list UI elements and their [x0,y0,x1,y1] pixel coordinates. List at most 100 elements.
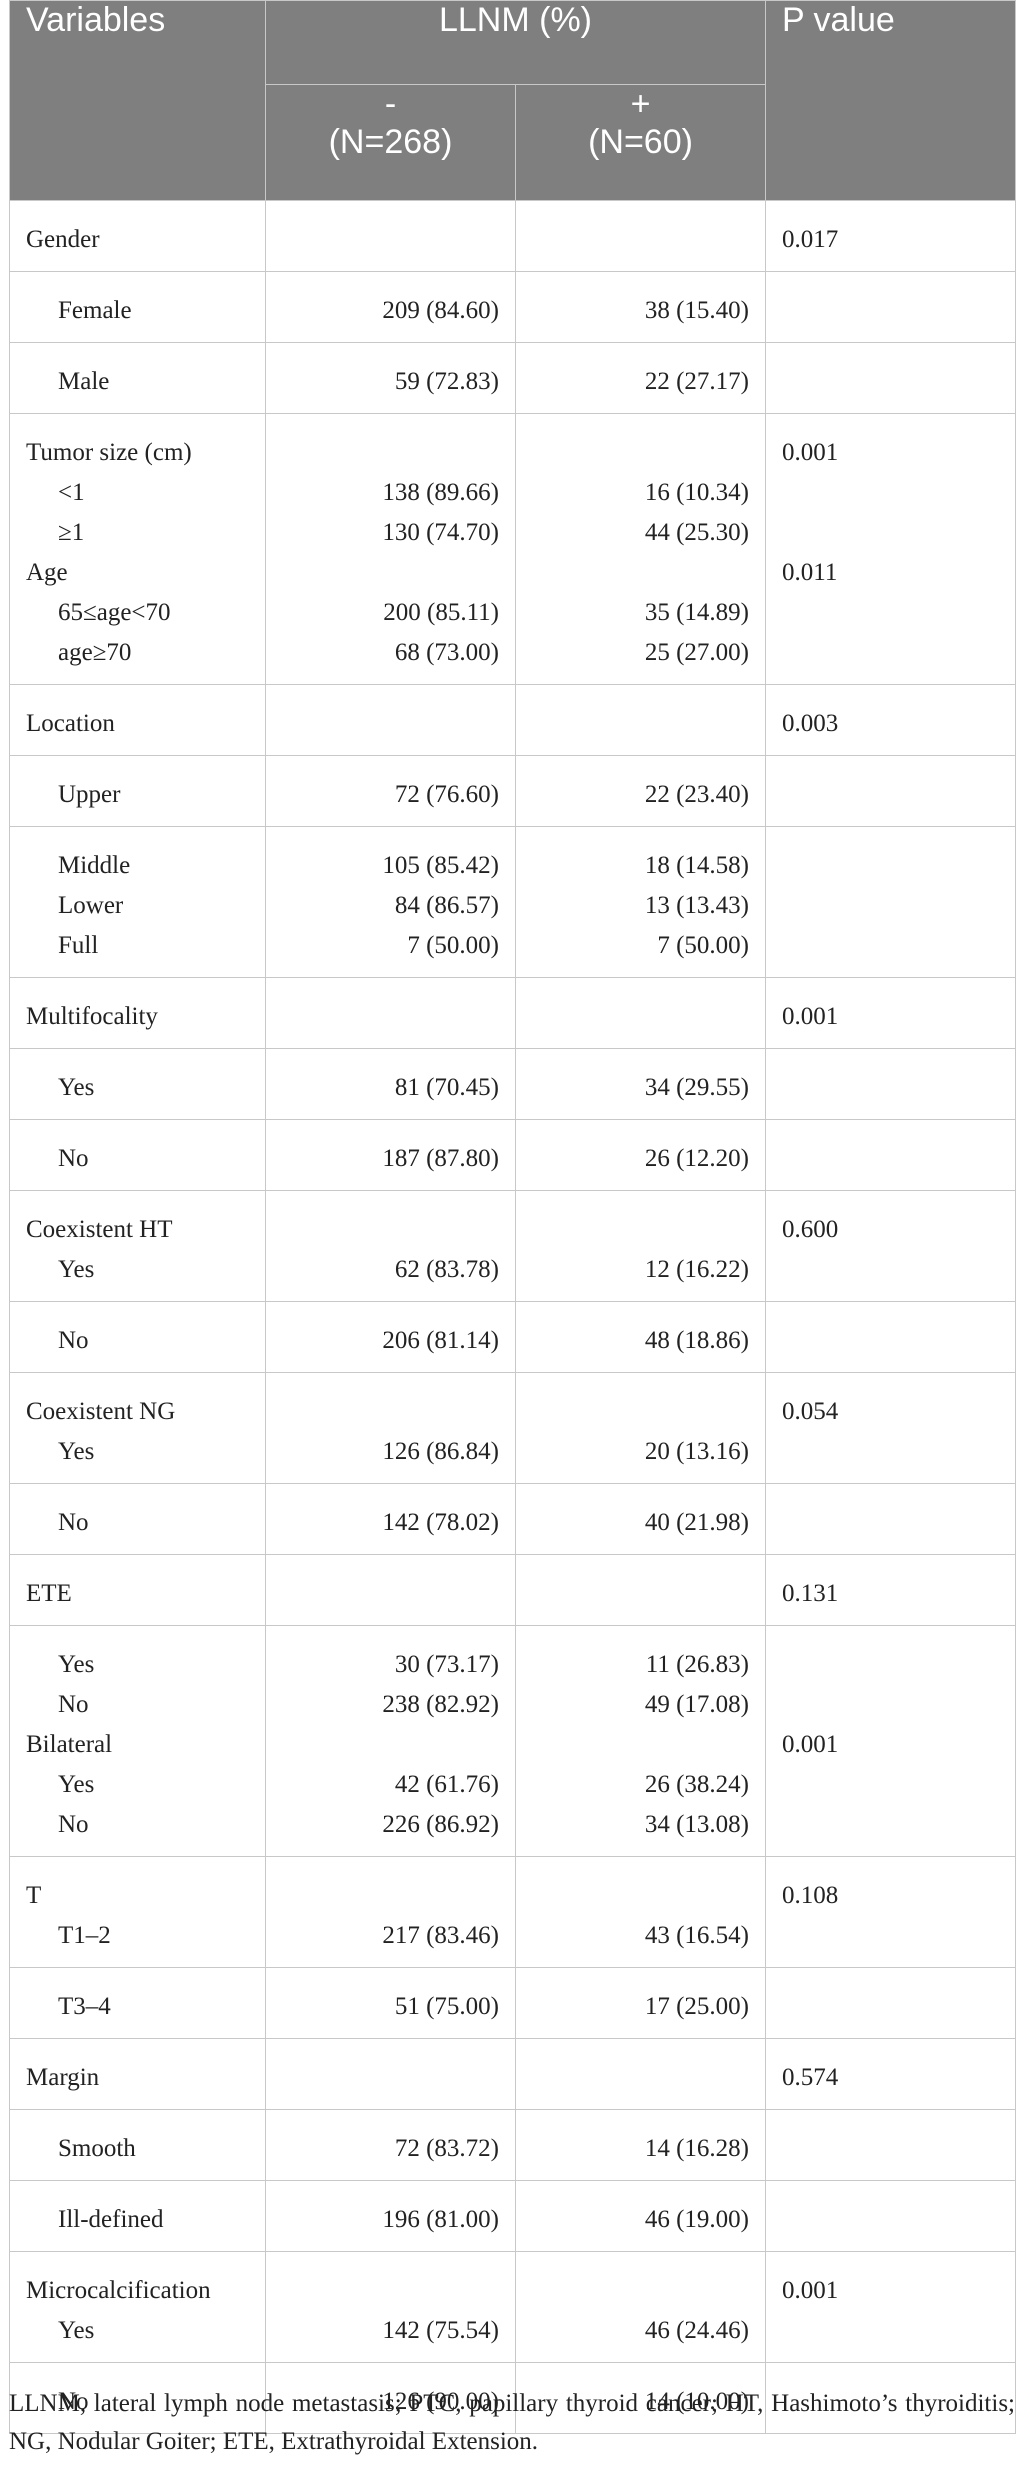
table-row: T3–4 51 (75.00) 17 (25.00) [9,1967,1016,2039]
llnm-negative-cell [265,200,516,272]
variable-cell: T T1–2 [9,1856,266,1968]
p-value-cell [765,826,1016,978]
variable-cell: Yes [9,1048,266,1120]
p-value: 0.108 [782,1882,839,1909]
table-row: Gender 0.017 [9,200,1016,272]
count-value: 206 (81.14) [382,1327,499,1354]
variable-label: Microcalcification [26,2277,211,2304]
table-row: Male 59 (72.83) 22 (27.17) [9,342,1016,414]
p-value [782,1321,999,1361]
p-value-cell [765,1967,1016,2039]
variable-cell: Tumor size (cm) <1 ≥1 Age 65≤age<70 age≥70 [9,413,266,685]
p-value-cell: 0.017 [765,200,1016,272]
llnm-positive-cell: 43 (16.54) [515,1856,766,1968]
variable-label: Multifocality [26,1003,158,1030]
p-value [782,2311,999,2351]
variable-label: Yes [58,1651,95,1678]
count-value: 43 (16.54) [644,1922,749,1949]
count-value [532,1876,749,1916]
p-value [782,1805,999,1845]
table-row: Tumor size (cm) <1 ≥1 Age 65≤age<70 age≥70 138… [9,413,1016,685]
p-value [782,1765,999,1805]
variable-label: Margin [26,2064,100,2091]
p-value [782,886,999,926]
p-value-cell: 0.001 [765,1625,1016,1857]
variable-label: Yes [58,1438,95,1465]
count-value: 46 (24.46) [644,2317,749,2344]
variable-cell: No [9,1301,266,1373]
table-row: Microcalcification Yes 142 (75.54) 46 (24.4… [9,2251,1016,2363]
count-value: 105 (85.42) [382,852,499,879]
count-value: 7 (50.00) [407,932,499,959]
variable-cell: Multifocality [9,977,266,1049]
llnm-positive-cell: 40 (21.98) [515,1483,766,1555]
variable-cell: No [9,1483,266,1555]
variable-cell: Gender [9,200,266,272]
variable-label: T1–2 [58,1922,111,1949]
count-value: 40 (21.98) [644,1509,749,1536]
llnm-negative-cell: 72 (76.60) [265,755,516,827]
table-row: Middle Lower Full 105 (85.42) 84 (86.57) 7 (5… [9,826,1016,978]
table-row: Smooth 72 (83.72) 14 (16.28) [9,2109,1016,2181]
llnm-positive-cell: 12 (16.22) [515,1190,766,1302]
count-value [282,1392,499,1432]
count-value: 14 (16.28) [644,2135,749,2162]
count-value: 46 (19.00) [644,2206,749,2233]
count-value [282,433,499,473]
llnm-positive-cell [515,1554,766,1626]
llnm-negative-cell: 81 (70.45) [265,1048,516,1120]
variable-cell: No [9,1119,266,1191]
table-row: T T1–2 217 (83.46) 43 (16.54) 0.108 [9,1856,1016,1968]
count-value [282,704,499,744]
count-value: 22 (23.40) [644,781,749,808]
p-value-cell [765,271,1016,343]
count-value: 130 (74.70) [382,519,499,546]
positive-sign: + [630,85,651,123]
count-value: 30 (73.17) [394,1651,499,1678]
count-value: 16 (10.34) [644,479,749,506]
llnm-negative-cell: 126 (90.00) [265,2362,516,2434]
table-body: Gender 0.017 Female 209 (84.60) 38 (15.40) Ma… [9,200,1016,2434]
variable-cell: No [9,2362,266,2434]
p-value [782,473,999,513]
p-value: 0.600 [782,1216,839,1243]
variable-label: ≥1 [58,519,85,546]
p-value-cell: 0.054 [765,1372,1016,1484]
count-value [282,1876,499,1916]
count-value: 18 (14.58) [644,852,749,879]
variable-label: Full [58,932,99,959]
p-value [782,2200,999,2240]
count-value [532,1392,749,1432]
count-value: 238 (82.92) [382,1691,499,1718]
variable-label: Yes [58,2317,95,2344]
p-value: 0.054 [782,1398,839,1425]
p-value [782,633,999,673]
positive-count: (N=60) [588,123,693,161]
p-value: 0.001 [782,1003,839,1030]
variable-label: Yes [58,1074,95,1101]
variable-label: Yes [58,1256,95,1283]
count-value: 84 (86.57) [394,892,499,919]
llnm-negative-cell [265,684,516,756]
variable-cell: Coexistent NG Yes [9,1372,266,1484]
variable-cell: Smooth [9,2109,266,2181]
variable-label: Yes [58,1771,95,1798]
llnm-positive-cell [515,977,766,1049]
variable-cell: Yes No Bilateral Yes No [9,1625,266,1857]
variable-label: No [58,1145,89,1172]
table-row: Yes No Bilateral Yes No 30 (73.17) 238 (82.92)… [9,1625,1016,1857]
count-value: 68 (73.00) [394,639,499,666]
llnm-negative-cell [265,977,516,1049]
count-value [282,2271,499,2311]
variable-cell: Middle Lower Full [9,826,266,978]
count-value [282,1210,499,1250]
llnm-negative-cell [265,2038,516,2110]
p-value [782,1432,999,1472]
count-value: 49 (17.08) [644,1691,749,1718]
variable-label: Tumor size (cm) [26,439,192,466]
p-value-cell [765,342,1016,414]
table-row: No 187 (87.80) 26 (12.20) [9,1119,1016,1191]
p-value [782,362,999,402]
table-row: No 142 (78.02) 40 (21.98) [9,1483,1016,1555]
count-value: 26 (38.24) [644,1771,749,1798]
